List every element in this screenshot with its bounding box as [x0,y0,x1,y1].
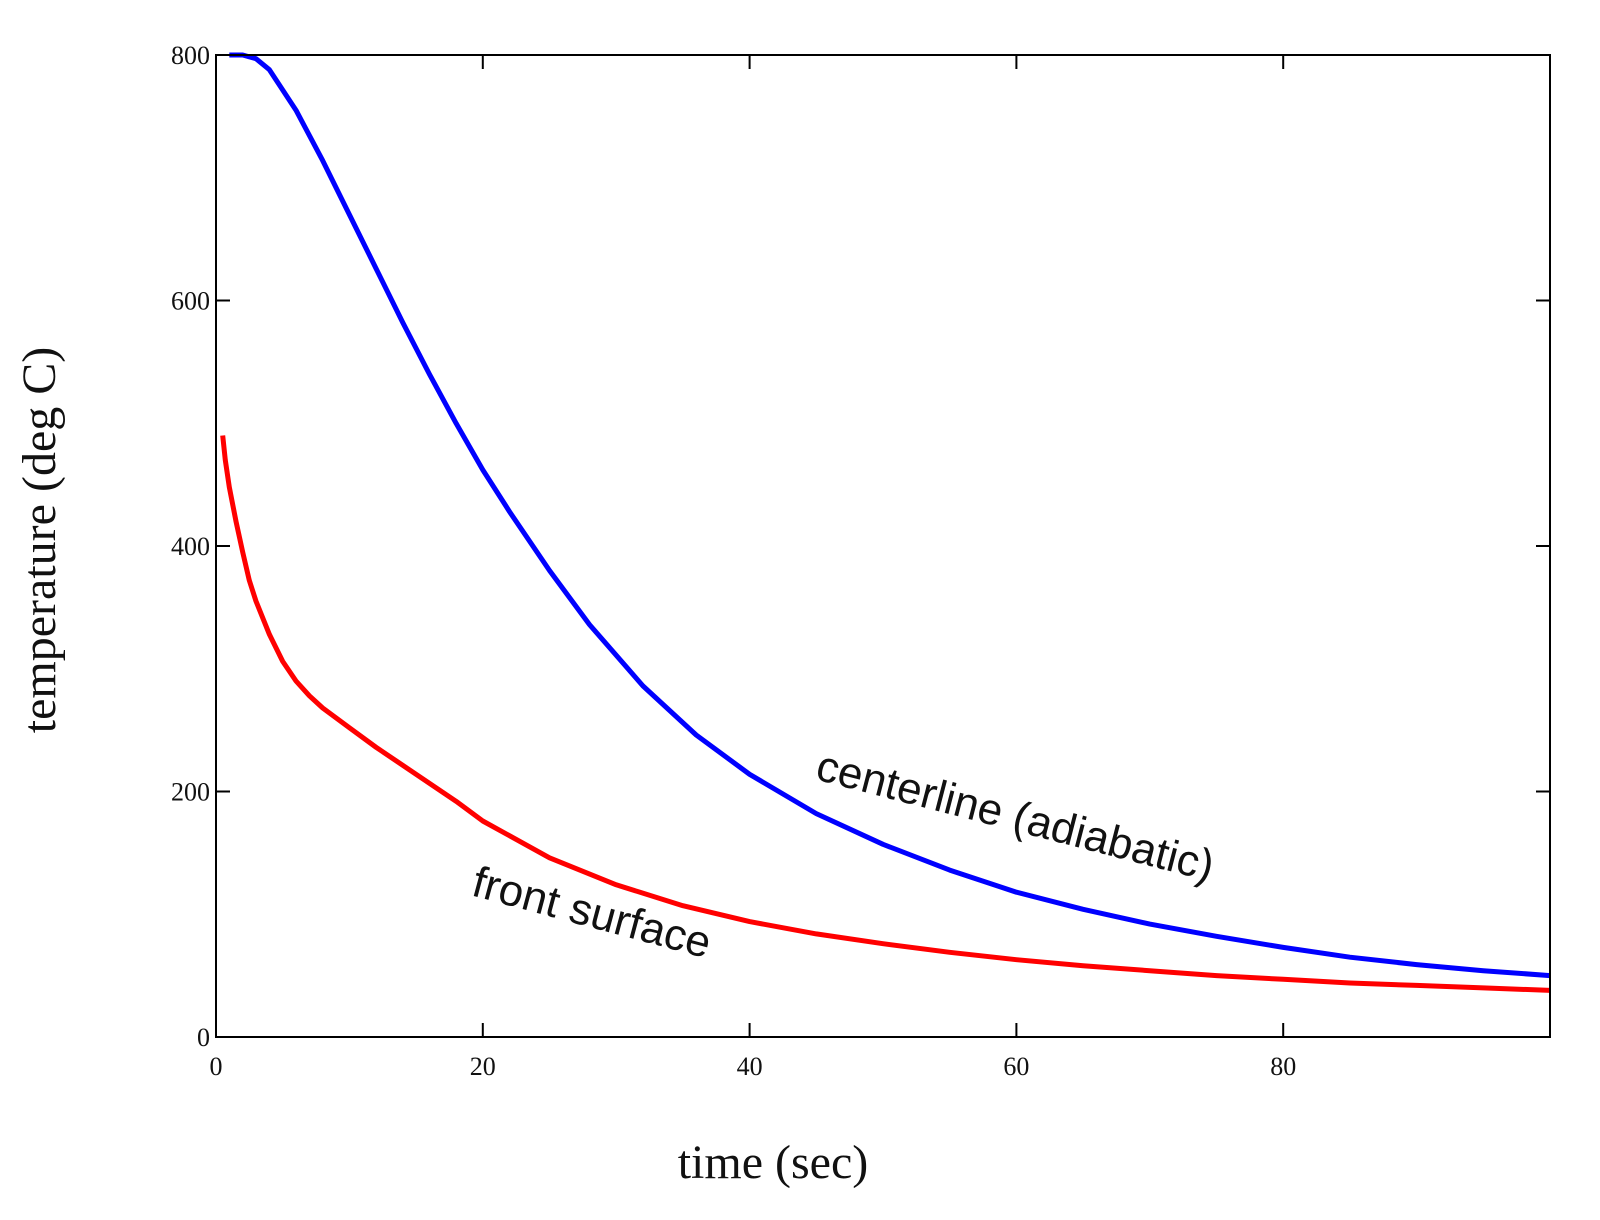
x-tick-label: 20 [470,1052,496,1081]
series-line-1 [220,435,1551,993]
curves [220,52,1551,993]
plot-frame [215,54,1551,1038]
y-axis-title: temperature (deg C) [13,347,66,733]
x-axis-title: time (sec) [678,1136,869,1189]
y-tick-label: 0 [197,1023,210,1052]
series-line-0 [229,52,1551,979]
ticks [215,54,1550,1038]
y-tick-label: 600 [171,287,210,316]
annotation-centerline: centerline (adiabatic) [811,741,1219,891]
x-tick-label: 40 [737,1052,763,1081]
x-tick-label: 60 [1003,1052,1029,1081]
x-tick-label: 0 [210,1052,223,1081]
y-tick-label: 400 [171,532,210,561]
y-tick-label: 200 [171,778,210,807]
x-tick-label: 80 [1270,1052,1296,1081]
y-tick-label: 800 [171,41,210,70]
